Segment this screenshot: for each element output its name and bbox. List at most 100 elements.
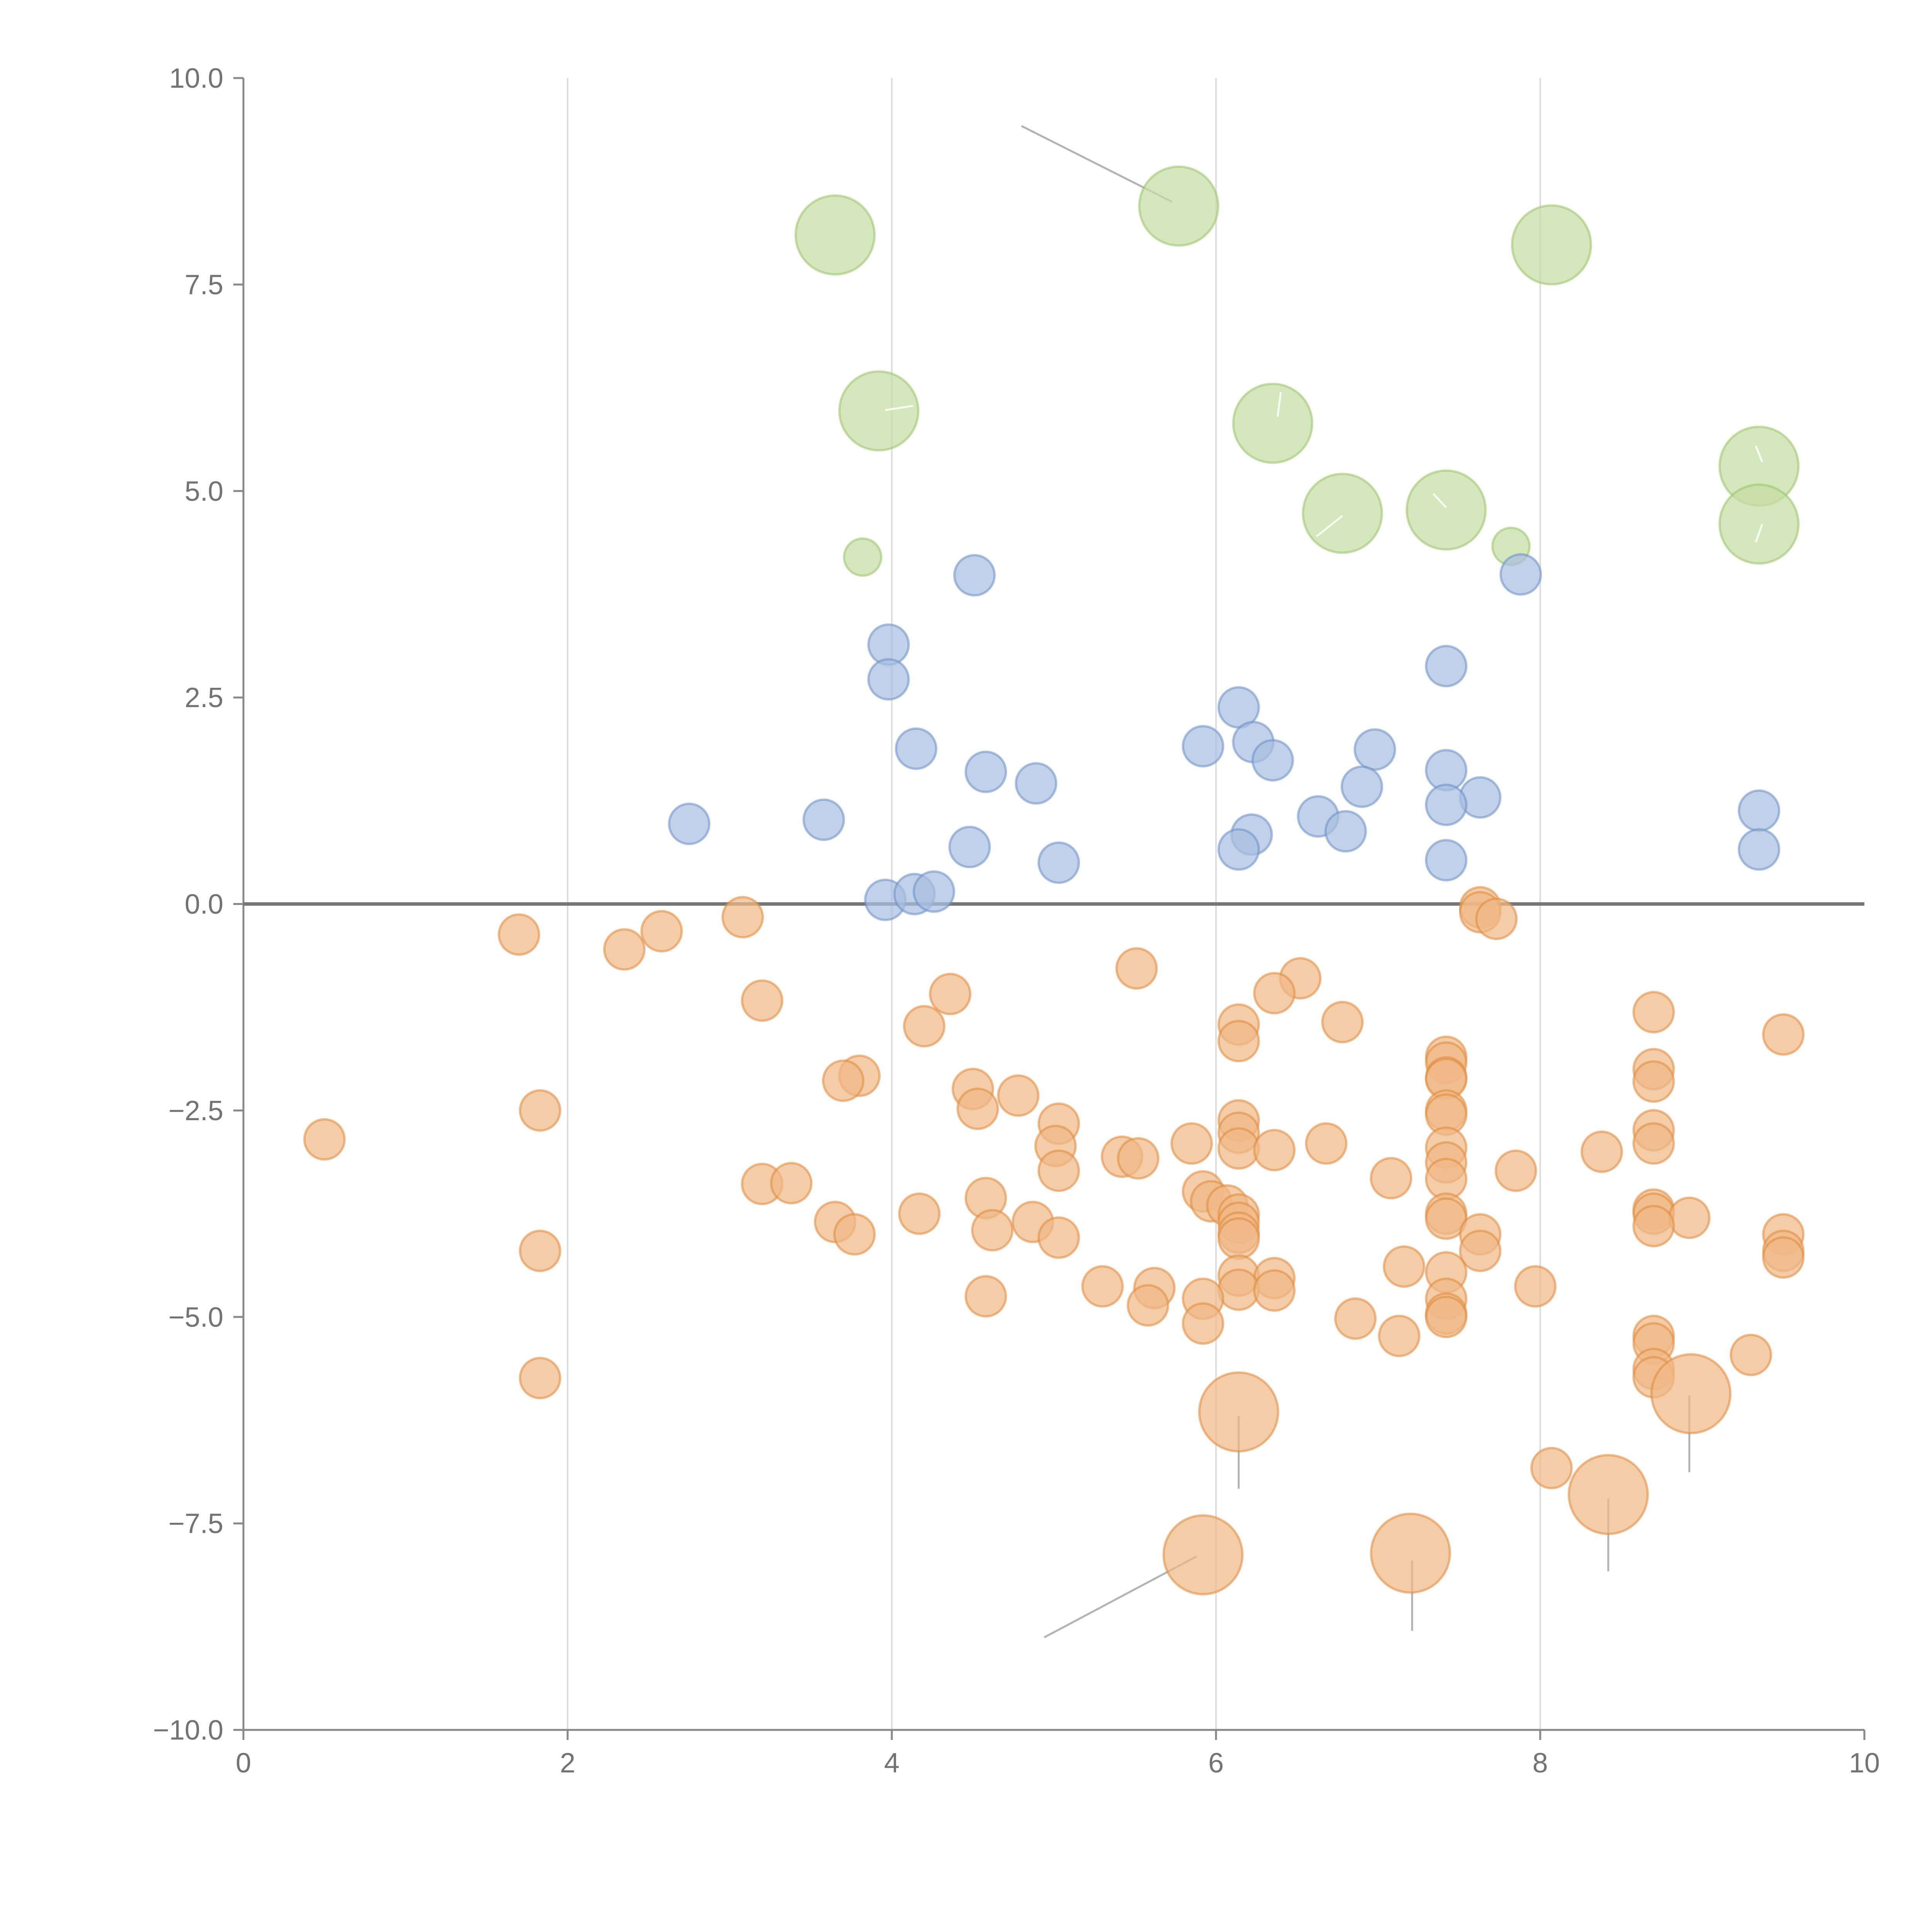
blue-point [802,798,845,841]
orange-point [1217,1127,1260,1170]
orange-point [1730,1333,1772,1376]
orange-point [1253,1129,1296,1172]
green-point [1232,383,1313,464]
orange-point [519,1357,561,1400]
orange-point [956,1087,999,1130]
blue-point [1015,762,1058,805]
orange-point [1170,1122,1213,1165]
green-point [1302,473,1383,554]
x-tick-label: 2 [560,1748,575,1779]
points-layer [303,165,1805,1595]
blue-point [895,727,937,770]
orange-point [1253,1269,1296,1312]
y-tick-label: 2.5 [185,682,223,713]
orange-point [1495,1149,1537,1192]
y-tick-label: 5.0 [185,476,223,507]
green-point [1718,483,1800,565]
orange-point [1383,1245,1425,1288]
blue-point [1499,553,1542,596]
blue-point [1182,725,1225,768]
orange-point [1117,1137,1160,1180]
orange-point [1037,1216,1080,1259]
orange-point [1378,1315,1421,1357]
y-tick-label: −10.0 [153,1715,223,1746]
green-point [843,537,883,577]
orange-point [640,910,683,953]
orange-point [903,1005,946,1048]
blue-point [1251,739,1294,782]
blue-point [1037,841,1080,884]
orange-point [1370,1157,1413,1200]
orange-point [971,1209,1014,1252]
orange-point [1182,1302,1225,1345]
orange-point [1475,897,1518,940]
y-tick-label: −7.5 [168,1509,223,1539]
orange-point [1126,1284,1169,1327]
orange-point [964,1275,1007,1318]
orange-point [1632,1205,1675,1248]
orange-point [1037,1149,1080,1192]
blue-point [1425,839,1468,882]
annotation-layer [1021,125,1690,1638]
orange-point [1762,1236,1805,1279]
blue-point [1425,645,1468,687]
blue-point [1738,828,1781,871]
orange-point [1530,1447,1573,1490]
y-tick-label: −5.0 [168,1302,223,1333]
orange-point [1321,1001,1364,1044]
orange-point [721,896,764,939]
orange-point [1668,1196,1711,1239]
orange-point [1632,1060,1675,1103]
y-tick-label: 7.5 [185,269,223,300]
orange-point [498,913,541,956]
orange-point [1198,1371,1279,1453]
axes-layer: 0 2 4 6 8 10 10.0 7.5 5.0 2.5 0.0 −2.5 −5.0 −7.5 −10.0 [153,63,1880,1779]
x-tick-label: 6 [1208,1748,1224,1779]
blue-point [948,826,991,869]
green-point [1138,165,1219,247]
blue-point [1217,828,1260,871]
orange-point [1370,1512,1451,1594]
y-tick-label: −2.5 [168,1095,223,1126]
orange-point [822,1059,865,1102]
orange-point [1632,1122,1675,1165]
orange-point [1162,1514,1244,1595]
orange-point [1580,1130,1623,1173]
x-tick-label: 8 [1532,1748,1548,1779]
orange-point [519,1230,561,1272]
annotation-leader-line [1276,391,1282,417]
orange-point [1650,1353,1732,1435]
blue-point [668,803,711,845]
blue-point [953,554,996,597]
blue-point [867,658,910,701]
y-tick-label: 10.0 [169,63,223,94]
orange-point [898,1192,941,1235]
orange-point [1305,1122,1348,1165]
y-tick-label: 0.0 [185,889,223,920]
orange-point [833,1213,876,1256]
orange-point [997,1074,1040,1117]
green-point [1511,204,1592,286]
blue-point [1354,728,1396,771]
annotation-leader-line [885,405,913,411]
x-tick-label: 0 [236,1748,251,1779]
orange-point [929,973,972,1015]
orange-point [519,1089,561,1132]
orange-point [741,979,784,1022]
orange-point [603,928,646,971]
green-point [838,370,920,452]
orange-point [1632,991,1675,1034]
orange-point [1253,972,1296,1015]
orange-point [1762,1013,1805,1056]
annotation-leader-line [1755,445,1764,463]
blue-point [1425,784,1468,826]
blue-point [1340,765,1383,808]
orange-point [1568,1454,1649,1535]
blue-point [1738,789,1781,832]
orange-point [1425,1296,1468,1338]
annotation-leader-line [1755,524,1764,543]
orange-point [1217,1217,1260,1260]
orange-point [1217,1268,1260,1311]
